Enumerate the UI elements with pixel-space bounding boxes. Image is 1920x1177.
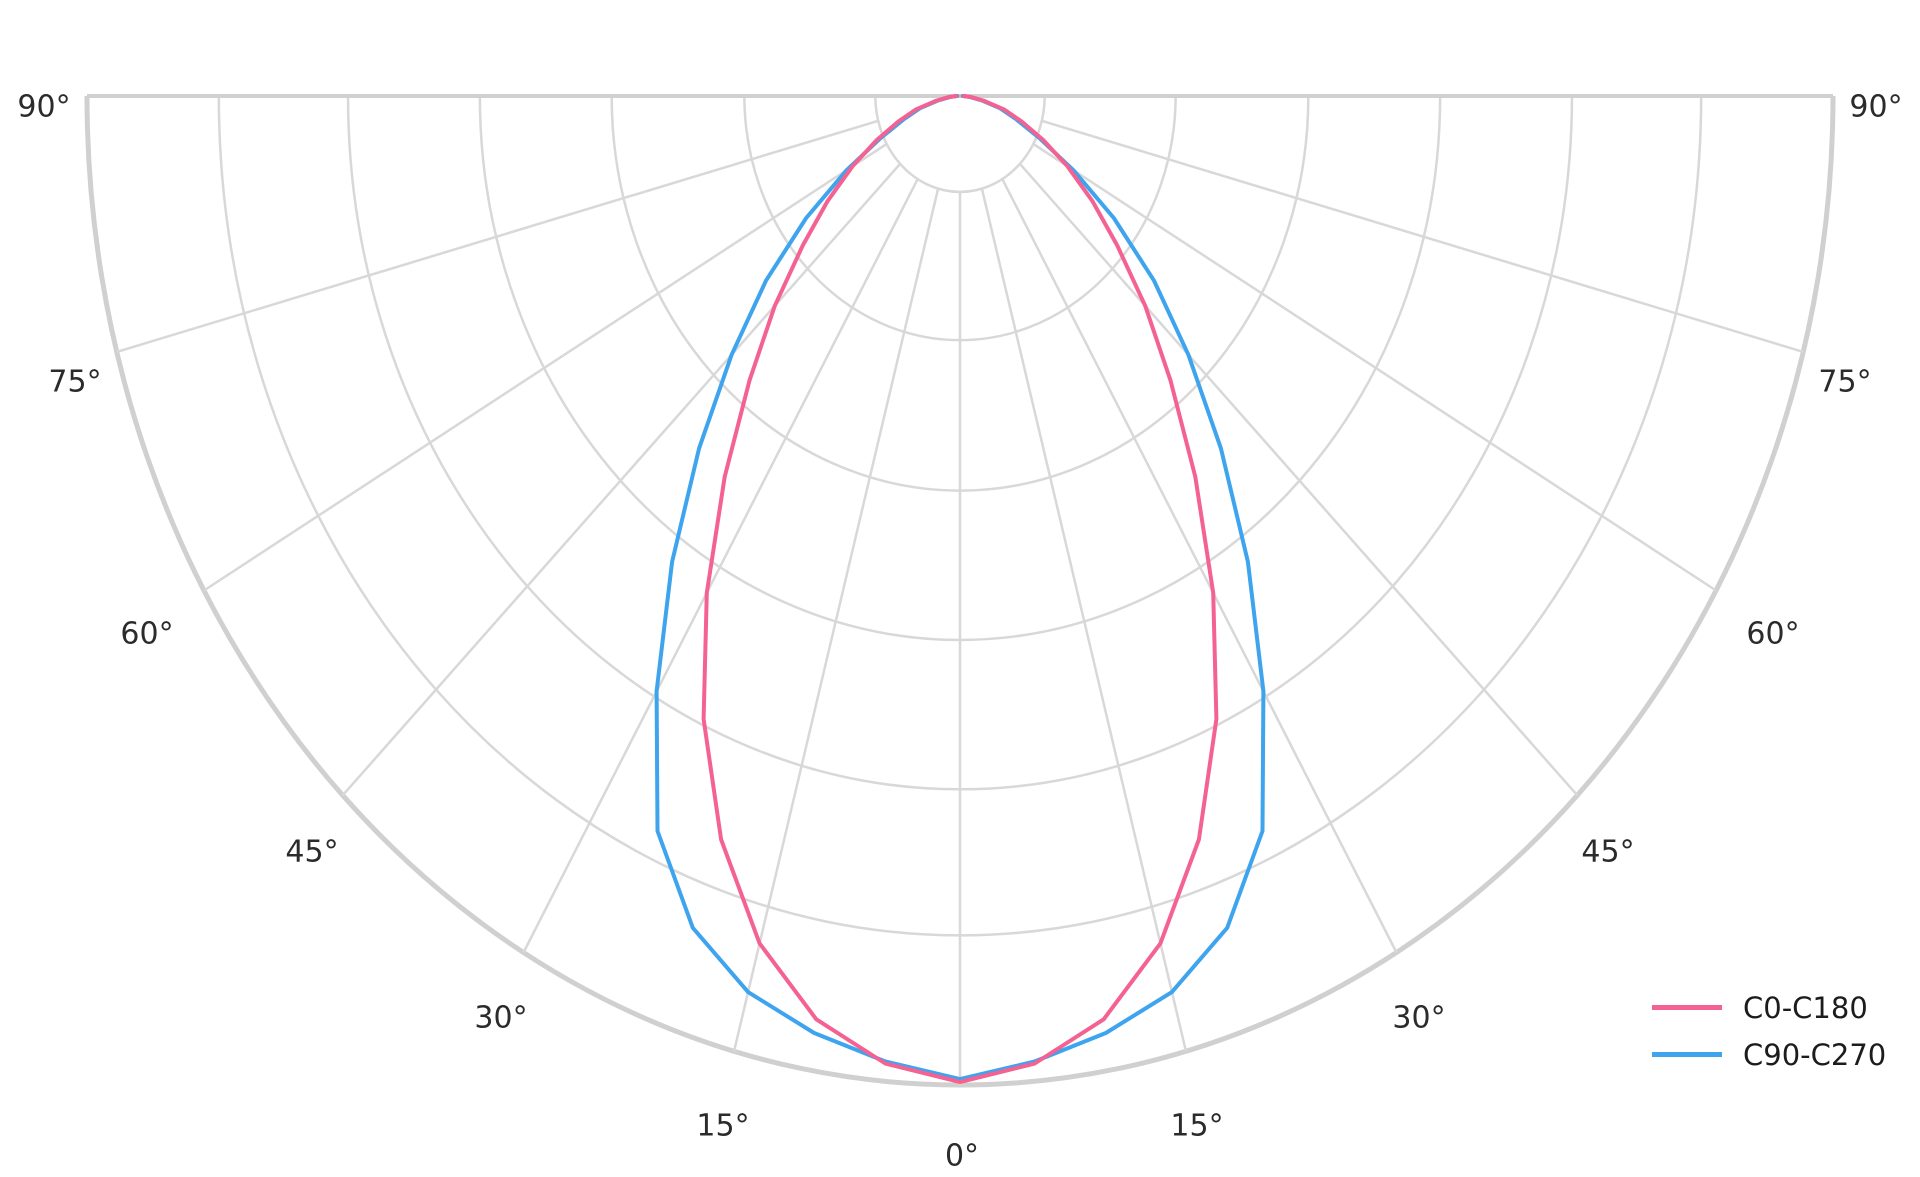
angle-tick-label: 90° — [1849, 90, 1902, 125]
angle-tick-label: 60° — [120, 617, 173, 652]
polar-spoke — [1032, 142, 1717, 592]
legend-line-c0-c180 — [1652, 1005, 1722, 1010]
angle-tick-label: 15° — [696, 1109, 749, 1144]
angle-tick-label: 0° — [945, 1139, 979, 1174]
angle-tick-label: 90° — [17, 90, 70, 125]
legend-line-c90-c270 — [1652, 1052, 1722, 1057]
polar-spoke — [341, 163, 902, 797]
legend: C0-C180 C90-C270 — [1652, 984, 1886, 1078]
polar-ring — [874, 95, 1046, 193]
polar-spoke — [1041, 119, 1804, 354]
angle-tick-label: 15° — [1170, 1109, 1223, 1144]
angle-tick-label: 60° — [1746, 617, 1799, 652]
angle-tick-label: 45° — [285, 835, 338, 870]
angle-tick-labels: 90° 75° 60° 45° 30° 15° 0° 15° 30° 45° 60° 75° 90° — [17, 90, 1902, 1174]
polar-spoke — [980, 188, 1188, 1052]
curve-c90-c270 — [654, 94, 1266, 1082]
angle-tick-label: 75° — [1818, 365, 1871, 400]
curve-c0-c180 — [701, 94, 1219, 1084]
legend-item-c0-c180: C0-C180 — [1652, 984, 1886, 1031]
legend-label-c90-c270: C90-C270 — [1743, 1037, 1887, 1072]
legend-label-c0-c180: C0-C180 — [1743, 990, 1868, 1025]
polar-spoke — [732, 188, 940, 1052]
polar-spoke — [1001, 178, 1398, 954]
angle-tick-label: 45° — [1581, 835, 1634, 870]
angle-tick-label: 75° — [48, 365, 101, 400]
polar-spoke — [116, 119, 879, 354]
angle-tick-label: 30° — [474, 1001, 527, 1036]
polar-spoke — [203, 142, 888, 592]
polar-grid — [84, 95, 1836, 1088]
polar-spoke — [1018, 163, 1579, 797]
angle-tick-label: 30° — [1392, 1001, 1445, 1036]
polar-spoke — [522, 178, 919, 954]
legend-item-c90-c270: C90-C270 — [1652, 1031, 1886, 1078]
distribution-curves — [654, 94, 1266, 1084]
